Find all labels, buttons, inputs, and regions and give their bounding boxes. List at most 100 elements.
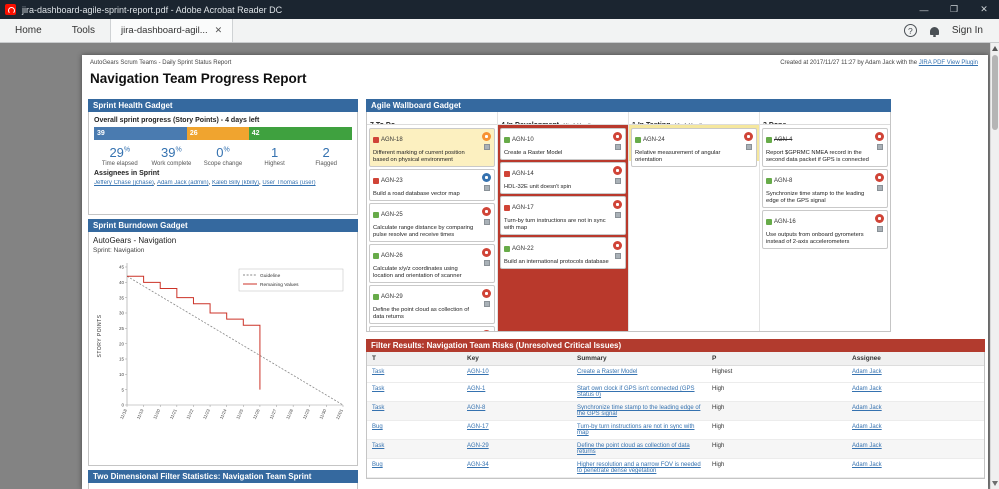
- issue-type-icon: [766, 218, 772, 225]
- filter-result-row: Task AGN-29 Define the point cloud as co…: [367, 440, 984, 459]
- issue-type-link[interactable]: Bug: [372, 424, 383, 430]
- svg-text:11/24: 11/24: [219, 408, 228, 420]
- issue-summary[interactable]: Use outputs from onboard gyrometers inst…: [766, 232, 864, 245]
- wallboard-card[interactable]: AGN-25 Calculate range distance by compa…: [369, 203, 495, 242]
- assignee-link[interactable]: Adam Jack: [852, 369, 882, 375]
- issue-type-link[interactable]: Bug: [372, 462, 383, 468]
- assignee-link[interactable]: Adam Jack: [852, 386, 882, 392]
- wallboard-card[interactable]: AGN-14 HDL-32E unit doesn't spin: [500, 162, 626, 194]
- issue-key-link[interactable]: AGN-10: [467, 369, 489, 375]
- report-created-line: Created at 2017/11/27 11:27 by Adam Jack…: [780, 60, 978, 66]
- scrollbar-thumb[interactable]: [992, 55, 998, 130]
- wallboard-card[interactable]: AGN-24 Relative measurement of angular o…: [631, 128, 757, 167]
- scrollbar-up-arrow-icon[interactable]: [992, 46, 998, 51]
- maximize-button[interactable]: ❐: [949, 4, 959, 14]
- issue-summary[interactable]: Turn-by turn instructions are not in syn…: [504, 218, 606, 231]
- assignee-link[interactable]: Adam Jack: [852, 424, 882, 430]
- issue-summary-link[interactable]: Start own clock if GPS isn't connected (…: [577, 386, 695, 398]
- minimize-button[interactable]: —: [919, 4, 929, 15]
- notifications-bell-icon[interactable]: [929, 26, 939, 37]
- issue-key[interactable]: AGN-24: [643, 136, 665, 143]
- issue-key-link[interactable]: AGN-1: [467, 386, 486, 392]
- wallboard-card[interactable]: AGN-1 Start own clock if GPS isn't conne…: [369, 326, 495, 331]
- wallboard-card[interactable]: AGN-22 Build an international protocols …: [500, 237, 626, 269]
- wallboard-card[interactable]: AGN-4 Report $GPRMC NMEA record in the s…: [762, 128, 888, 167]
- issue-key-link[interactable]: AGN-17: [467, 424, 489, 430]
- issue-summary-link[interactable]: Synchronize time stamp to the leading ed…: [577, 405, 701, 417]
- issue-key[interactable]: AGN-17: [512, 204, 534, 211]
- tab-close-icon[interactable]: ✕: [214, 25, 223, 35]
- wallboard-card[interactable]: AGN-23 Build a road database vector map: [369, 169, 495, 201]
- issue-summary[interactable]: Build a road database vector map: [373, 191, 460, 197]
- issue-summary-link[interactable]: Create a Raster Model: [577, 369, 638, 375]
- wallboard-card[interactable]: AGN-16 Use outputs from onboard gyromete…: [762, 210, 888, 249]
- issue-key[interactable]: AGN-23: [381, 177, 403, 184]
- assignee-link[interactable]: Adam Jack (admin): [156, 180, 209, 186]
- issue-key[interactable]: AGN-16: [774, 218, 796, 225]
- document-tab[interactable]: jira-dashboard-agil... ✕: [110, 19, 234, 42]
- assignee-avatar: [482, 289, 491, 298]
- wallboard-card[interactable]: AGN-8 Synchronize time stamp to the lead…: [762, 169, 888, 208]
- tab-home[interactable]: Home: [15, 25, 42, 36]
- jira-pdf-plugin-link[interactable]: JIRA PDF View Plugin: [918, 60, 978, 66]
- issue-summary-link[interactable]: Turn-by turn instructions are not in syn…: [577, 424, 695, 436]
- vertical-scrollbar[interactable]: [990, 43, 999, 489]
- issue-type-link[interactable]: Task: [372, 443, 385, 449]
- document-tab-label: jira-dashboard-agil...: [121, 25, 208, 36]
- assignee-link[interactable]: Adam Jack: [852, 405, 882, 411]
- filter-result-row: Bug AGN-17 Turn-by turn instructions are…: [367, 421, 984, 440]
- wallboard-card[interactable]: AGN-17 Turn-by turn instructions are not…: [500, 196, 626, 235]
- sprint-stat: 29% Time elapsed: [101, 145, 138, 167]
- tab-tools[interactable]: Tools: [71, 25, 96, 36]
- issue-type-icon: [504, 204, 510, 211]
- svg-text:40: 40: [119, 280, 125, 285]
- issue-summary-link[interactable]: Define the point cloud as collection of …: [577, 443, 690, 455]
- assignee-link[interactable]: Kaleb Billy (kbilly): [211, 180, 259, 186]
- issue-type-link[interactable]: Task: [372, 386, 385, 392]
- burndown-sprint-label: Sprint: Navigation: [93, 247, 145, 254]
- scrollbar-down-arrow-icon[interactable]: [992, 481, 998, 486]
- issue-key-link[interactable]: AGN-29: [467, 443, 489, 449]
- issue-key-link[interactable]: AGN-34: [467, 462, 489, 468]
- issue-key[interactable]: AGN-8: [774, 177, 793, 184]
- filter-result-row: Task AGN-1 Start own clock if GPS isn't …: [367, 383, 984, 402]
- wallboard-card[interactable]: AGN-10 Create a Raster Model: [500, 128, 626, 160]
- issue-type-link[interactable]: Task: [372, 369, 385, 375]
- col-header-key: Key: [467, 355, 479, 362]
- assignee-link[interactable]: Adam Jack: [852, 443, 882, 449]
- help-icon[interactable]: ?: [903, 24, 917, 37]
- issue-summary[interactable]: Calculate range distance by comparing pu…: [373, 225, 474, 238]
- issue-summary[interactable]: Synchronize time stamp to the leading ed…: [766, 191, 865, 204]
- sign-in-button[interactable]: Sign In: [951, 25, 983, 36]
- issue-key[interactable]: AGN-14: [512, 170, 534, 177]
- issue-summary[interactable]: Different marking of current position ba…: [373, 150, 465, 163]
- issue-summary[interactable]: Calculate x/y/z coordinates using locati…: [373, 266, 462, 279]
- column-title: 3 Done: [763, 122, 786, 124]
- issue-key-link[interactable]: AGN-8: [467, 405, 486, 411]
- issue-key[interactable]: AGN-26: [381, 252, 403, 259]
- issue-key[interactable]: AGN-18: [381, 136, 403, 143]
- issue-summary[interactable]: HDL-32E unit doesn't spin: [504, 184, 572, 190]
- issue-key[interactable]: AGN-22: [512, 245, 534, 252]
- assignee-link[interactable]: Jeffery Chase (jchase): [94, 180, 154, 186]
- issue-type-link[interactable]: Task: [372, 405, 385, 411]
- issue-summary[interactable]: Build an international protocols databas…: [504, 259, 609, 265]
- toolbar-right: ? Sign In: [903, 24, 999, 37]
- assignee-link[interactable]: Adam Jack: [852, 462, 882, 468]
- issue-summary-link[interactable]: Higher resolution and a narrow FOV is ne…: [577, 462, 701, 474]
- issue-summary[interactable]: Create a Raster Model: [504, 150, 563, 156]
- issue-summary[interactable]: Relative measurement of angular orientat…: [635, 150, 721, 163]
- issue-summary[interactable]: Report $GPRMC NMEA record in the second …: [766, 150, 869, 163]
- wallboard-card[interactable]: AGN-26 Calculate x/y/z coordinates using…: [369, 244, 495, 283]
- assignee-avatar: [744, 132, 753, 141]
- wallboard-card[interactable]: AGN-29 Define the point cloud as collect…: [369, 285, 495, 324]
- close-button[interactable]: ✕: [980, 4, 988, 14]
- wallboard-card[interactable]: AGN-18 Different marking of current posi…: [369, 128, 495, 167]
- issue-key[interactable]: AGN-25: [381, 211, 403, 218]
- issue-key[interactable]: AGN-29: [381, 293, 403, 300]
- issue-key[interactable]: AGN-10: [512, 136, 534, 143]
- svg-text:Remaining Values: Remaining Values: [260, 282, 299, 288]
- issue-key[interactable]: AGN-4: [774, 136, 793, 143]
- assignee-link[interactable]: User Thomas (user): [262, 180, 316, 186]
- issue-summary[interactable]: Define the point cloud as collection of …: [373, 307, 470, 320]
